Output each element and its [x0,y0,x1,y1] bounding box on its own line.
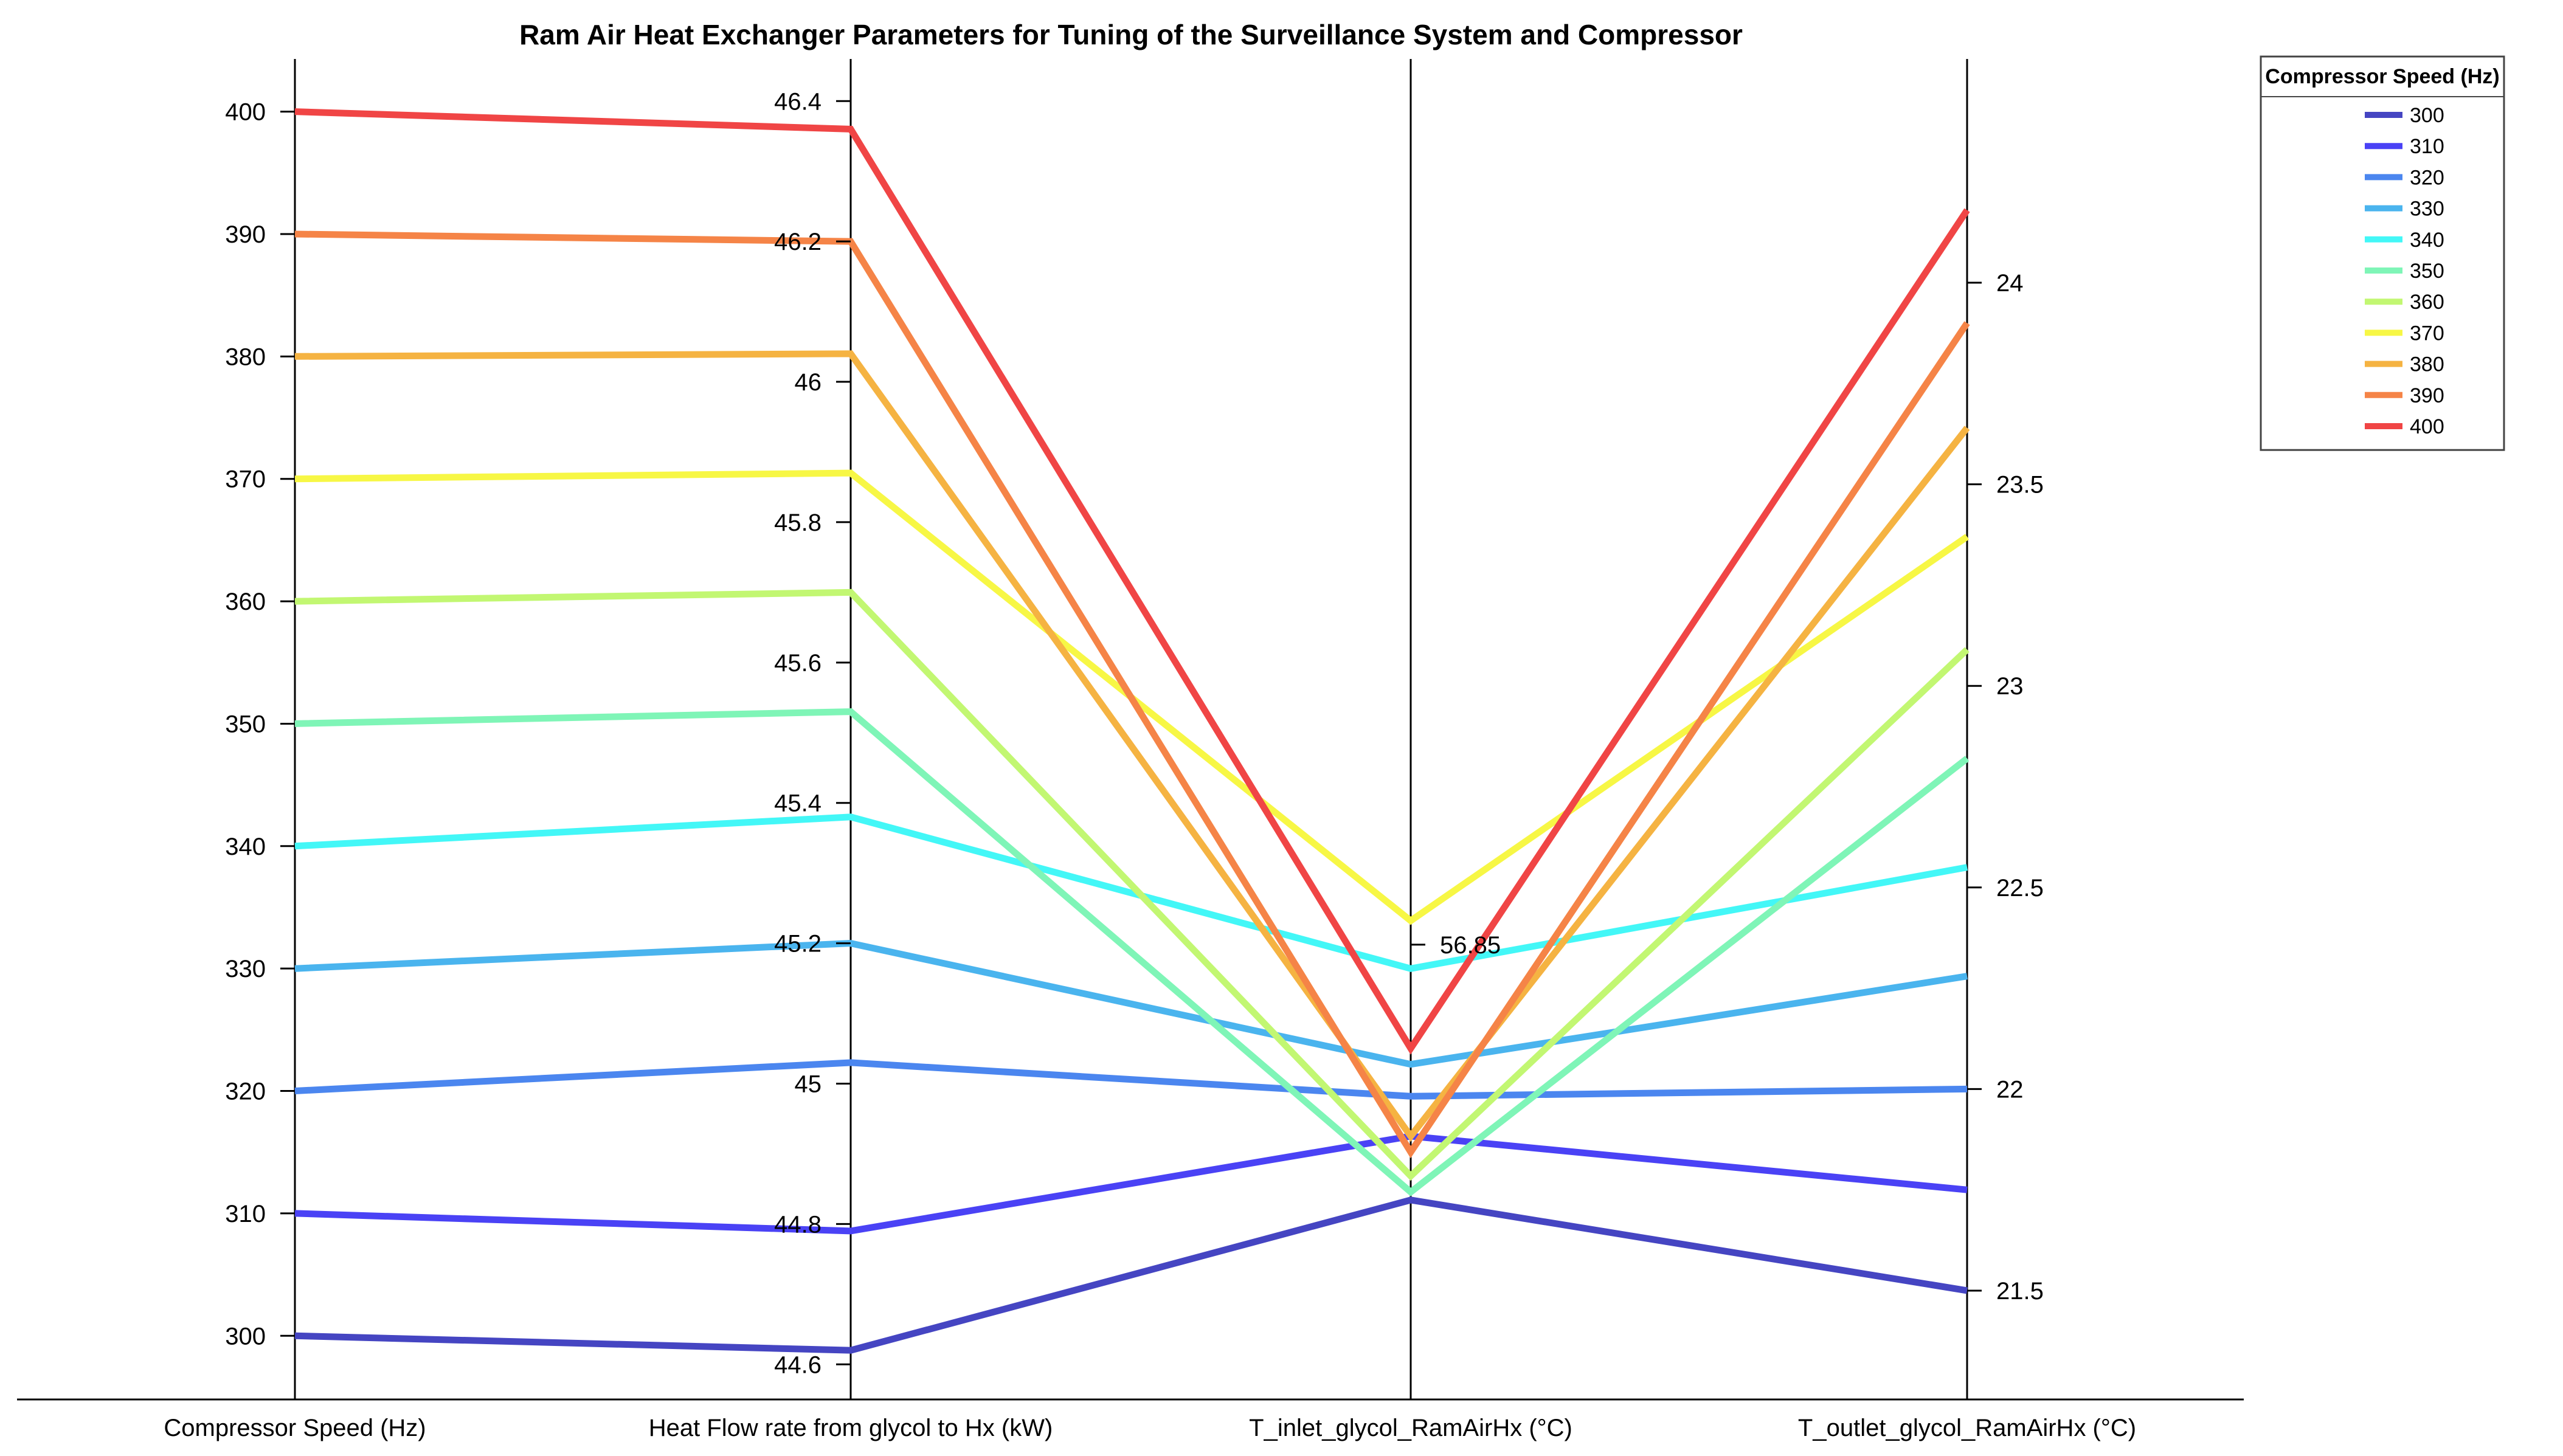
axis-label-0: Compressor Speed (Hz) [164,1415,426,1441]
tick-label: 46 [795,369,822,396]
tick-label: 400 [225,99,266,126]
legend-box [2260,55,2505,451]
tick-label: 44.8 [774,1211,821,1238]
legend-title: Compressor Speed (Hz) [2265,65,2499,88]
axes-layer: Compressor Speed (Hz) Heat Flow rate from… [164,59,2136,1441]
tick-label: 46.2 [774,229,821,255]
tick-label: 390 [225,221,266,248]
tick-label: 22.5 [1996,875,2044,902]
tick-label: 380 [225,343,266,370]
tick-label: 300 [225,1323,266,1350]
tick-label: 21.5 [1996,1278,2044,1305]
tick-label: 320 [225,1078,266,1105]
tick-label: 23 [1996,673,2024,700]
series-line-390 [294,230,1970,1159]
tick-label: 45.8 [774,509,821,536]
tick-label: 56.85 [1440,932,1501,959]
tick-label: 45.4 [774,790,821,817]
series-line-350 [294,708,1970,1196]
tick-label: 46.4 [774,88,821,115]
series-line-360 [294,588,1970,1181]
tick-label: 310 [225,1201,266,1227]
tick-label: 24 [1996,270,2024,297]
legend-entry-310: 310 [2410,135,2444,158]
legend-entry-390: 390 [2410,384,2444,407]
legend: Compressor Speed (Hz) 300 310 320 330 340 350 3… [2260,55,2505,451]
axis-label-1: Heat Flow rate from glycol to Hx (kW) [649,1415,1053,1441]
series-line-380 [294,350,1970,1142]
chart-title: Ram Air Heat Exchanger Parameters for Tu… [519,19,1743,50]
series-line-330 [294,940,1968,1068]
tick-label: 23.5 [1996,472,2044,499]
series-line-320 [294,1059,1968,1100]
tick-label: 340 [225,833,266,860]
legend-entry-300: 300 [2410,104,2444,127]
ticks-layer: 300 310 320 330 340 350 360 370 380 390 400 44.6 44.… [225,88,2044,1378]
tick-label: 330 [225,956,266,982]
series-lines-layer [294,108,1970,1354]
legend-entry-340: 340 [2410,229,2444,252]
tick-label: 44.6 [774,1351,821,1378]
tick-label: 360 [225,588,266,615]
legend-entry-400: 400 [2410,415,2444,438]
tick-label: 45.6 [774,650,821,677]
legend-entry-380: 380 [2410,353,2444,376]
tick-label: 45 [795,1071,822,1097]
tick-label: 22 [1996,1076,2024,1103]
tick-label: 45.2 [774,931,821,957]
legend-entry-320: 320 [2410,166,2444,189]
axis-label-2: T_inlet_glycol_RamAirHx (°C) [1249,1415,1572,1441]
series-line-340 [294,813,1968,972]
tick-label: 350 [225,711,266,737]
axis-label-3: T_outlet_glycol_RamAirHx (°C) [1798,1415,2136,1441]
legend-entry-330: 330 [2410,198,2444,221]
series-line-400 [294,108,1970,1055]
legend-entry-360: 360 [2410,291,2444,314]
series-line-310 [294,1133,1968,1235]
legend-entry-350: 350 [2410,260,2444,283]
tick-label: 370 [225,466,266,493]
series-line-300 [294,1196,1968,1354]
legend-entry-370: 370 [2410,322,2444,345]
